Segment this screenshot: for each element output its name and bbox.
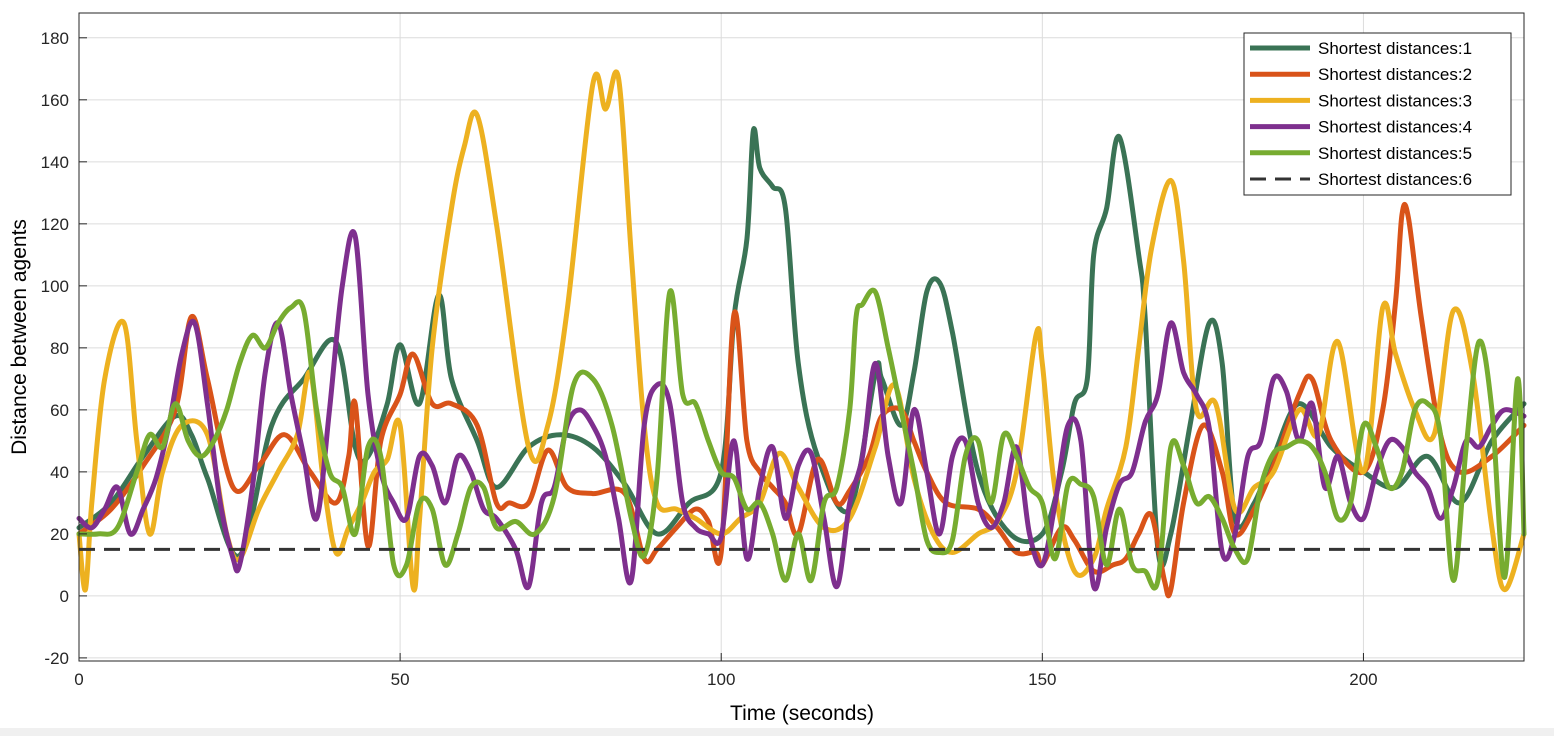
y-tick-label: 100 bbox=[41, 277, 69, 296]
y-tick-label: 180 bbox=[41, 29, 69, 48]
y-tick-label: 60 bbox=[50, 401, 69, 420]
legend-label-5: Shortest distances:5 bbox=[1318, 144, 1472, 163]
x-tick-label: 0 bbox=[74, 670, 83, 689]
legend-box bbox=[1243, 32, 1512, 196]
x-tick-label: 200 bbox=[1349, 670, 1377, 689]
legend-label-4: Shortest distances:4 bbox=[1318, 118, 1472, 137]
series-line-2 bbox=[76, 201, 1527, 599]
x-tick-label: 150 bbox=[1028, 670, 1056, 689]
y-tick-label: 160 bbox=[41, 91, 69, 110]
series-group bbox=[76, 69, 1527, 599]
y-tick-label: 0 bbox=[60, 587, 69, 606]
series-line-4 bbox=[76, 229, 1527, 592]
x-axis-title: Time (seconds) bbox=[730, 702, 874, 725]
y-tick-label: -20 bbox=[44, 649, 69, 668]
y-tick-label: 40 bbox=[50, 463, 69, 482]
y-tick-label: 80 bbox=[50, 339, 69, 358]
legend-label-6: Shortest distances:6 bbox=[1318, 170, 1472, 189]
legend-label-3: Shortest distances:3 bbox=[1318, 91, 1472, 110]
y-tick-label: 120 bbox=[41, 215, 69, 234]
plot-frame bbox=[78, 12, 1525, 662]
legend: Shortest distances:1 Shortest distances:2… bbox=[1243, 32, 1512, 196]
y-tick-label: 140 bbox=[41, 153, 69, 172]
legend-label-2: Shortest distances:2 bbox=[1318, 65, 1472, 84]
y-axis-title: Distance between agents bbox=[8, 219, 31, 455]
axis-ticks: 0 50 100 150 200 -20 0 20 40 60 80 100 120 140 160 180 bbox=[41, 29, 1378, 689]
x-tick-label: 50 bbox=[391, 670, 410, 689]
y-tick-label: 20 bbox=[50, 525, 69, 544]
series-line-5 bbox=[76, 287, 1527, 591]
x-tick-label: 100 bbox=[707, 670, 735, 689]
legend-label-1: Shortest distances:1 bbox=[1318, 39, 1472, 58]
